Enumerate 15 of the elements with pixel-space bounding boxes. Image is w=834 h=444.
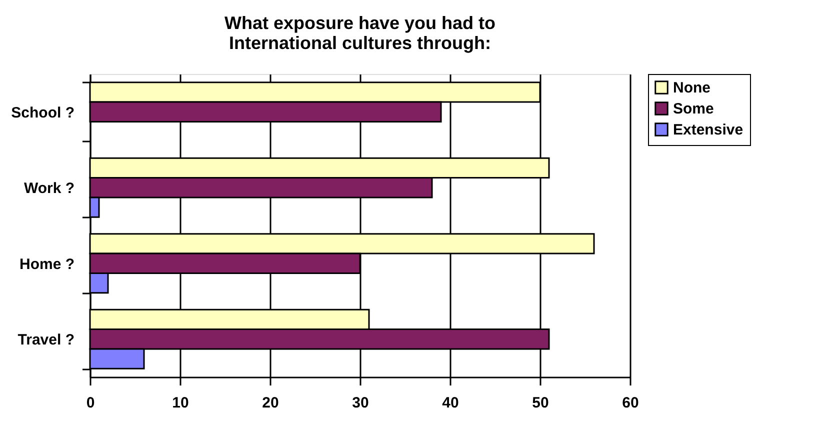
legend-label: Extensive	[673, 122, 744, 138]
y-tick-label: Home ?	[19, 256, 74, 273]
x-tick-label: 10	[172, 394, 189, 412]
x-tick-label: 0	[86, 394, 95, 412]
x-tick-label: 60	[622, 394, 639, 412]
x-tick-label: 20	[262, 394, 279, 412]
legend-label: None	[673, 80, 710, 96]
legend-label: Some	[673, 100, 714, 118]
x-tick-label: 40	[442, 394, 459, 412]
x-tick-label: 50	[532, 394, 549, 412]
y-tick-label: Travel ?	[18, 332, 74, 349]
y-tick-label: School ?	[11, 104, 74, 122]
chart-title: What exposure have you had to International cultures through:	[224, 13, 496, 53]
x-tick-label: 30	[352, 394, 369, 412]
y-tick-label: Work ?	[24, 180, 74, 198]
